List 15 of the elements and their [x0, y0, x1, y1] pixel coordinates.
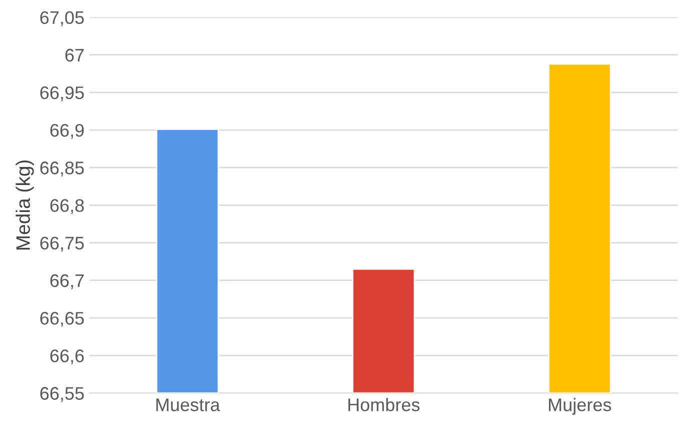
y-tick-label: 67 — [65, 48, 84, 62]
y-axis-title: Media (kg) — [16, 160, 34, 250]
x-tick-label: Hombres — [348, 398, 420, 412]
y-tick-label: 66,65 — [40, 312, 84, 327]
y-tick-label: 66,8 — [50, 199, 84, 214]
y-tick-label: 66,95 — [40, 86, 84, 102]
y-tick-label: 66,6 — [50, 349, 84, 364]
y-tick-label: 67,05 — [40, 11, 84, 26]
y-tick-label: 66,75 — [40, 236, 84, 252]
y-tick-label: 66,7 — [50, 274, 84, 290]
x-tick-label: Muestra — [156, 398, 220, 412]
y-tick-label: 66,55 — [40, 387, 84, 402]
y-tick-label: 66,9 — [50, 124, 84, 139]
x-tick-label: Mujeres — [549, 398, 612, 415]
y-tick-label: 66,85 — [40, 162, 84, 176]
